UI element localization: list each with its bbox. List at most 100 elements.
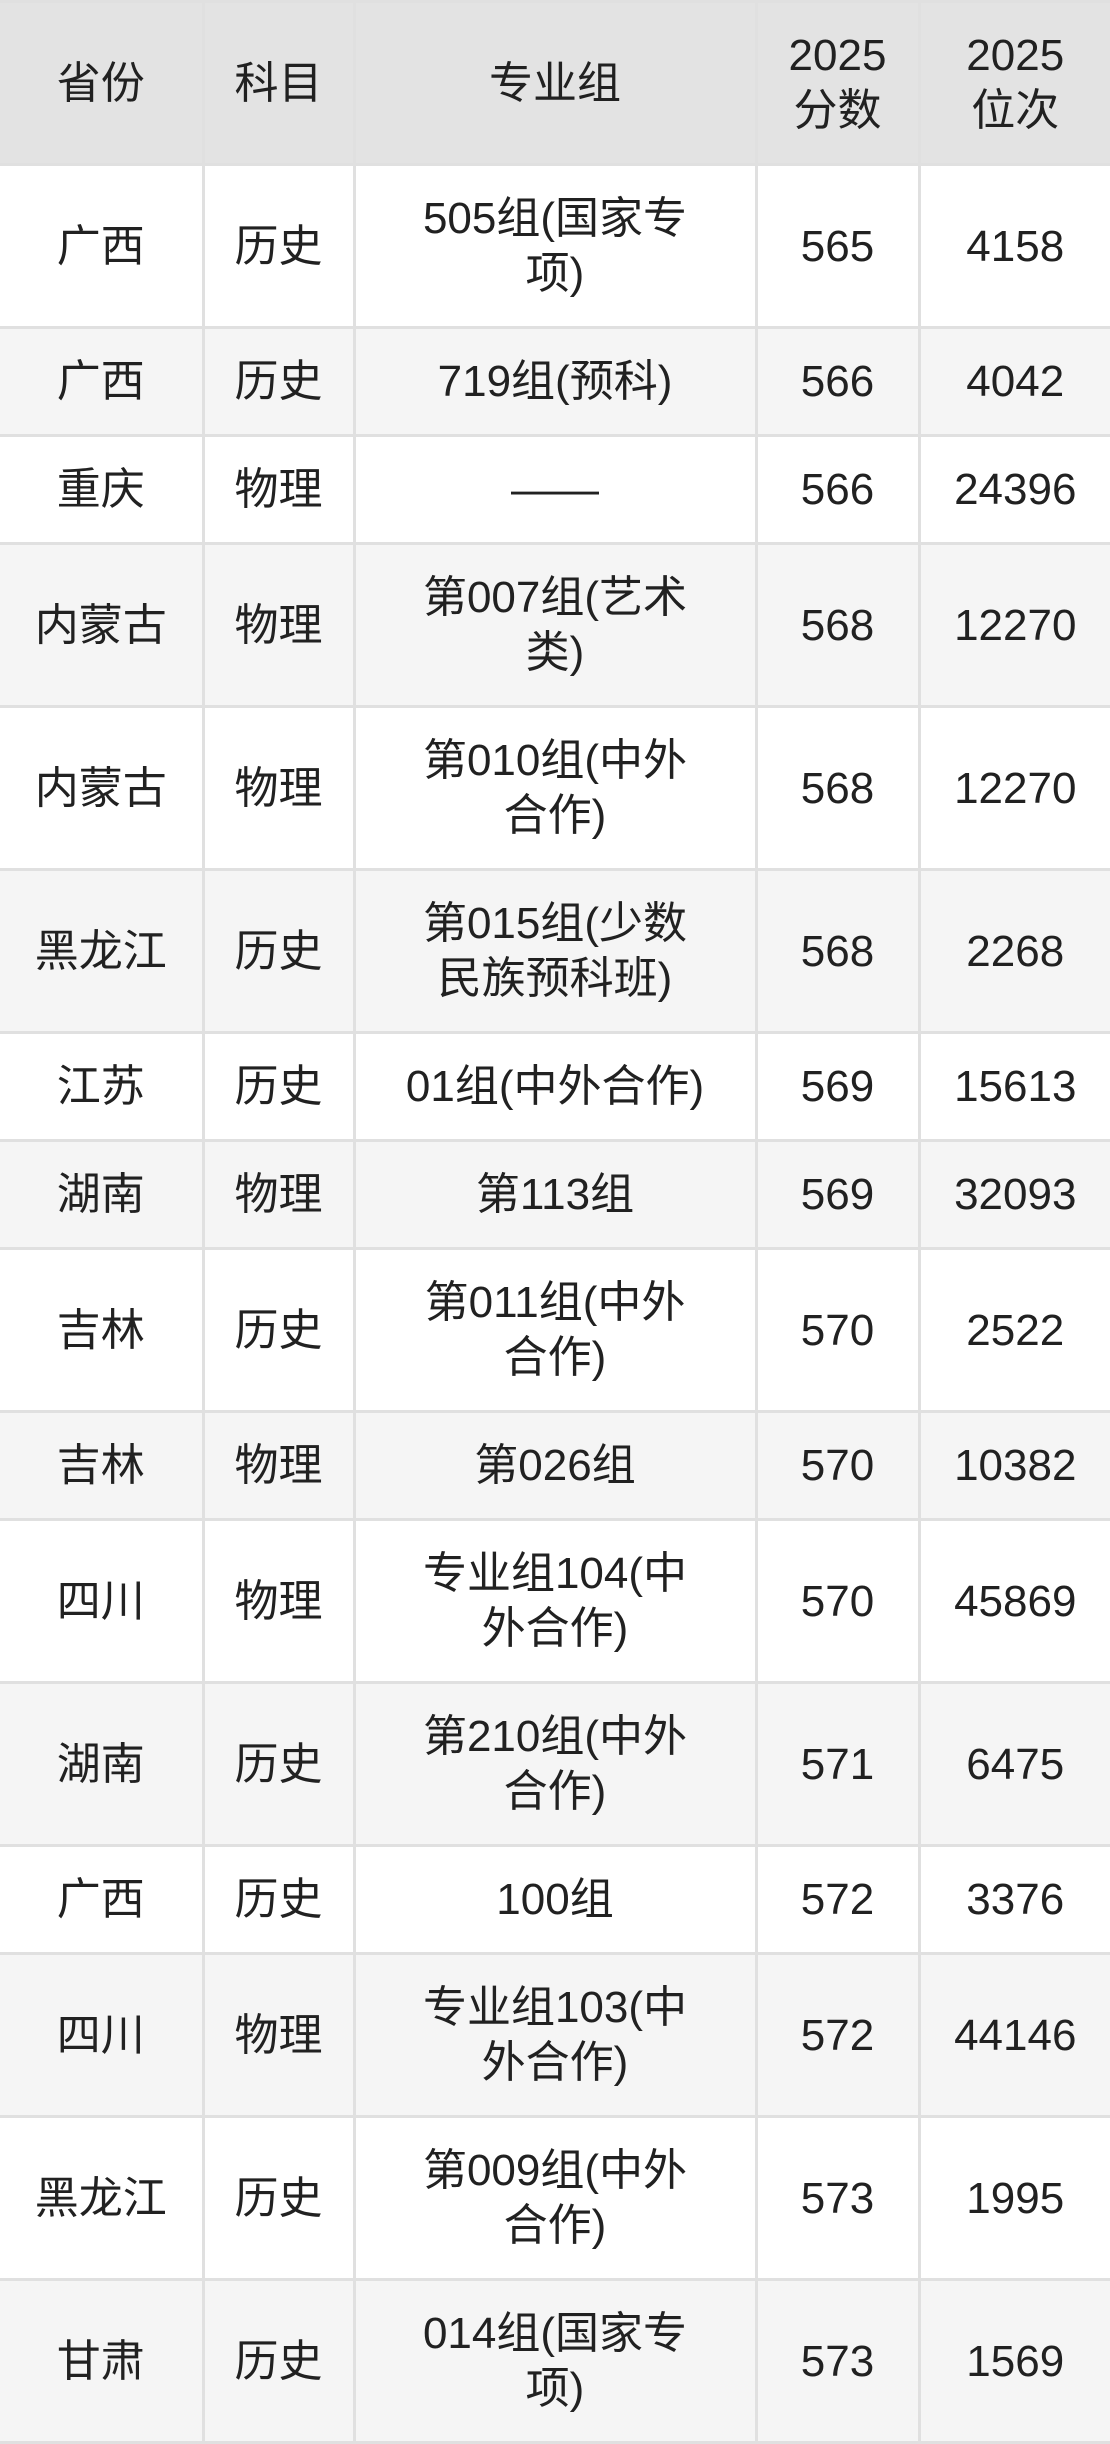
cell-rank: 4042 <box>917 326 1110 437</box>
cell-score: 569 <box>754 1139 921 1250</box>
cell-score: 568 <box>754 705 921 871</box>
cell-province: 内蒙古 <box>0 705 205 871</box>
table-row: 广西 历史 719组(预科) 566 4042 <box>0 326 1110 437</box>
cell-province: 四川 <box>0 1952 205 2118</box>
cell-score: 570 <box>754 1247 921 1413</box>
cell-score: 565 <box>754 163 921 329</box>
cell-group: 第015组(少数 民族预科班) <box>352 868 758 1034</box>
cell-rank: 10382 <box>917 1410 1110 1521</box>
column-header-score: 2025 分数 <box>754 0 921 166</box>
cell-score: 572 <box>754 1952 921 2118</box>
cell-group: 719组(预科) <box>352 326 758 437</box>
table-row: 吉林 物理 第026组 570 10382 <box>0 1410 1110 1521</box>
table-row: 广西 历史 100组 572 3376 <box>0 1844 1110 1955</box>
cell-subject: 历史 <box>201 868 356 1034</box>
cell-score: 570 <box>754 1518 921 1684</box>
cell-group: 第010组(中外 合作) <box>352 705 758 871</box>
cell-rank: 32093 <box>917 1139 1110 1250</box>
cell-score: 573 <box>754 2278 921 2444</box>
cell-province: 甘肃 <box>0 2278 205 2444</box>
cell-rank: 24396 <box>917 434 1110 545</box>
cell-rank: 12270 <box>917 542 1110 708</box>
cell-score: 569 <box>754 1031 921 1142</box>
table-row: 四川 物理 专业组104(中 外合作) 570 45869 <box>0 1518 1110 1684</box>
cell-rank: 45869 <box>917 1518 1110 1684</box>
table-row: 四川 物理 专业组103(中 外合作) 572 44146 <box>0 1952 1110 2118</box>
cell-subject: 物理 <box>201 542 356 708</box>
cell-subject: 物理 <box>201 1952 356 2118</box>
cell-group: 第113组 <box>352 1139 758 1250</box>
cell-province: 吉林 <box>0 1410 205 1521</box>
cell-rank: 44146 <box>917 1952 1110 2118</box>
cell-rank: 2268 <box>917 868 1110 1034</box>
table-row: 甘肃 历史 014组(国家专 项) 573 1569 <box>0 2278 1110 2444</box>
cell-subject: 历史 <box>201 2278 356 2444</box>
cell-province: 广西 <box>0 1844 205 1955</box>
cell-subject: 历史 <box>201 326 356 437</box>
table-row: 湖南 历史 第210组(中外 合作) 571 6475 <box>0 1681 1110 1847</box>
cell-province: 黑龙江 <box>0 2115 205 2281</box>
column-header-rank: 2025 位次 <box>917 0 1110 166</box>
cell-group: 014组(国家专 项) <box>352 2278 758 2444</box>
cell-group: 第026组 <box>352 1410 758 1521</box>
cell-subject: 历史 <box>201 1681 356 1847</box>
cell-score: 566 <box>754 434 921 545</box>
cell-subject: 物理 <box>201 1139 356 1250</box>
table-row: 内蒙古 物理 第010组(中外 合作) 568 12270 <box>0 705 1110 871</box>
cell-province: 广西 <box>0 326 205 437</box>
table-row: 内蒙古 物理 第007组(艺术 类) 568 12270 <box>0 542 1110 708</box>
table-row: 重庆 物理 —— 566 24396 <box>0 434 1110 545</box>
cell-province: 吉林 <box>0 1247 205 1413</box>
table-row: 黑龙江 历史 第009组(中外 合作) 573 1995 <box>0 2115 1110 2281</box>
cell-province: 重庆 <box>0 434 205 545</box>
cell-subject: 物理 <box>201 1518 356 1684</box>
cell-rank: 15613 <box>917 1031 1110 1142</box>
cell-province: 广西 <box>0 163 205 329</box>
cell-rank: 1995 <box>917 2115 1110 2281</box>
column-header-subject: 科目 <box>201 0 356 166</box>
cell-subject: 历史 <box>201 2115 356 2281</box>
table-row: 湖南 物理 第113组 569 32093 <box>0 1139 1110 1250</box>
cell-subject: 历史 <box>201 163 356 329</box>
cell-province: 四川 <box>0 1518 205 1684</box>
cell-province: 内蒙古 <box>0 542 205 708</box>
cell-group: 第011组(中外 合作) <box>352 1247 758 1413</box>
cell-subject: 历史 <box>201 1844 356 1955</box>
cell-group: 第009组(中外 合作) <box>352 2115 758 2281</box>
cell-subject: 历史 <box>201 1247 356 1413</box>
cell-group: 第210组(中外 合作) <box>352 1681 758 1847</box>
cell-subject: 物理 <box>201 1410 356 1521</box>
table-row: 江苏 历史 01组(中外合作) 569 15613 <box>0 1031 1110 1142</box>
cell-group: 100组 <box>352 1844 758 1955</box>
header-row: 省份 科目 专业组 2025 分数 2025 位次 <box>0 0 1110 166</box>
cell-province: 江苏 <box>0 1031 205 1142</box>
cell-score: 566 <box>754 326 921 437</box>
cell-province: 黑龙江 <box>0 868 205 1034</box>
table-row: 黑龙江 历史 第015组(少数 民族预科班) 568 2268 <box>0 868 1110 1034</box>
cell-province: 湖南 <box>0 1139 205 1250</box>
cell-group: 505组(国家专 项) <box>352 163 758 329</box>
cell-rank: 1569 <box>917 2278 1110 2444</box>
cell-score: 570 <box>754 1410 921 1521</box>
cell-score: 568 <box>754 542 921 708</box>
table-row: 广西 历史 505组(国家专 项) 565 4158 <box>0 163 1110 329</box>
cell-subject: 物理 <box>201 434 356 545</box>
cell-subject: 物理 <box>201 705 356 871</box>
table-row: 吉林 历史 第011组(中外 合作) 570 2522 <box>0 1247 1110 1413</box>
column-header-province: 省份 <box>0 0 205 166</box>
cell-score: 568 <box>754 868 921 1034</box>
cell-province: 湖南 <box>0 1681 205 1847</box>
cell-rank: 4158 <box>917 163 1110 329</box>
cell-group: 专业组103(中 外合作) <box>352 1952 758 2118</box>
cell-group: 专业组104(中 外合作) <box>352 1518 758 1684</box>
cell-rank: 6475 <box>917 1681 1110 1847</box>
cell-rank: 3376 <box>917 1844 1110 1955</box>
cell-rank: 12270 <box>917 705 1110 871</box>
cell-group: —— <box>352 434 758 545</box>
cell-group: 01组(中外合作) <box>352 1031 758 1142</box>
cell-score: 572 <box>754 1844 921 1955</box>
cell-rank: 2522 <box>917 1247 1110 1413</box>
cell-score: 573 <box>754 2115 921 2281</box>
column-header-group: 专业组 <box>352 0 758 166</box>
